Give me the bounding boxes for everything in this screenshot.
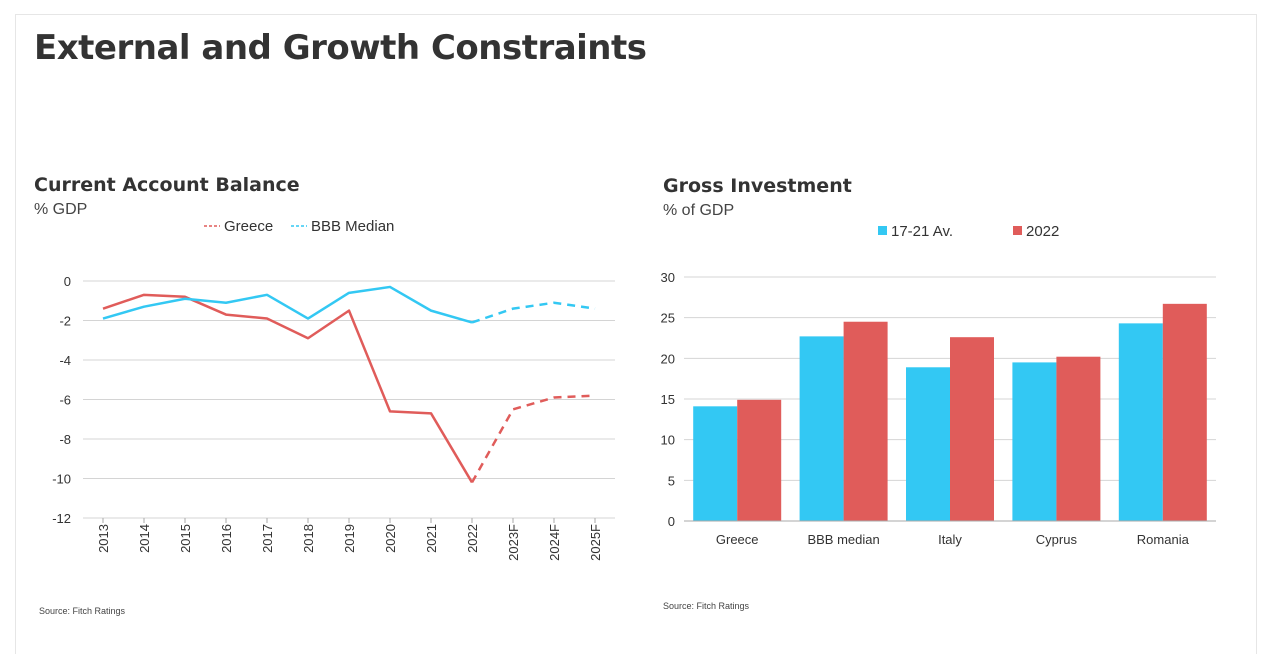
line-chart-y-tick: -2 bbox=[59, 314, 71, 329]
bar-chart-y-tick: 10 bbox=[661, 433, 675, 448]
bar-chart-y-tick: 5 bbox=[668, 473, 675, 488]
bar-chart-x-tick: Cyprus bbox=[1036, 532, 1078, 547]
line-chart-x-tick: 2024F bbox=[547, 524, 562, 561]
line-chart-y-tick: -6 bbox=[59, 393, 71, 408]
bar-chart-x-tick: Italy bbox=[938, 532, 962, 547]
bar-2022-romania bbox=[1162, 303, 1207, 521]
legend-label-bbb-median: BBB Median bbox=[311, 218, 394, 235]
line-chart-x-tick: 2025F bbox=[588, 524, 603, 561]
line-chart-y-tick: 0 bbox=[64, 274, 71, 289]
bar-17-21-av--cyprus bbox=[1012, 362, 1057, 521]
bar-chart-y-tick: 15 bbox=[661, 392, 675, 407]
bar-2022-bbb-median bbox=[843, 321, 888, 521]
line-chart-source: Source: Fitch Ratings bbox=[39, 606, 126, 616]
legend-swatch-17-21-av- bbox=[878, 226, 887, 235]
line-chart-x-tick: 2023F bbox=[506, 524, 521, 561]
bar-chart-source: Source: Fitch Ratings bbox=[663, 601, 750, 611]
bar-chart-y-tick: 25 bbox=[661, 311, 675, 326]
bar-chart-subtitle: % of GDP bbox=[663, 202, 735, 219]
line-chart-x-tick: 2013 bbox=[96, 524, 111, 553]
bar-chart-x-tick: Romania bbox=[1137, 532, 1190, 547]
bar-17-21-av--italy bbox=[906, 367, 950, 521]
bar-2022-italy bbox=[950, 337, 994, 521]
line-chart-x-tick: 2015 bbox=[178, 524, 193, 553]
bar-chart-y-tick: 30 bbox=[661, 270, 675, 285]
line-chart-x-tick: 2022 bbox=[465, 524, 480, 553]
line-chart-x-tick: 2016 bbox=[219, 524, 234, 553]
line-chart-y-tick: -12 bbox=[52, 511, 71, 526]
line-chart-y-tick: -10 bbox=[52, 472, 71, 487]
bar-chart-x-tick: Greece bbox=[716, 532, 759, 547]
bar-chart-y-tick: 0 bbox=[668, 514, 675, 529]
line-chart-title: Current Account Balance bbox=[34, 174, 300, 196]
line-series-greece-actual bbox=[102, 293, 474, 484]
bar-17-21-av--bbb-median bbox=[799, 336, 844, 521]
bar-chart-y-tick: 20 bbox=[661, 351, 675, 366]
bar-17-21-av--greece bbox=[693, 406, 738, 521]
legend-label-2022: 2022 bbox=[1026, 223, 1059, 240]
line-chart-x-tick: 2021 bbox=[424, 524, 439, 553]
bar-chart-x-tick: BBB median bbox=[807, 532, 879, 547]
line-chart-x-tick: 2014 bbox=[137, 524, 152, 553]
line-series-greece-forecast bbox=[470, 394, 596, 484]
line-series-bbb-median-forecast bbox=[471, 301, 596, 324]
legend-label-greece: Greece bbox=[224, 218, 273, 235]
bar-17-21-av--romania bbox=[1118, 323, 1163, 521]
line-chart-x-tick: 2020 bbox=[383, 524, 398, 553]
legend-label-17-21-av-: 17-21 Av. bbox=[891, 223, 953, 240]
bar-2022-cyprus bbox=[1056, 356, 1101, 521]
line-chart-subtitle: % GDP bbox=[34, 201, 88, 218]
bar-chart-title: Gross Investment bbox=[663, 175, 852, 197]
line-chart-y-tick: -4 bbox=[59, 353, 71, 368]
line-chart-x-tick: 2017 bbox=[260, 524, 275, 553]
line-chart-x-tick: 2018 bbox=[301, 524, 316, 553]
line-chart-x-tick: 2019 bbox=[342, 524, 357, 553]
page-frame bbox=[15, 14, 1257, 654]
line-series-bbb-median-actual bbox=[102, 285, 473, 324]
legend-swatch-2022 bbox=[1013, 226, 1022, 235]
line-chart-y-tick: -8 bbox=[59, 432, 71, 447]
bar-2022-greece bbox=[737, 399, 782, 521]
page-title: External and Growth Constraints bbox=[34, 28, 647, 68]
